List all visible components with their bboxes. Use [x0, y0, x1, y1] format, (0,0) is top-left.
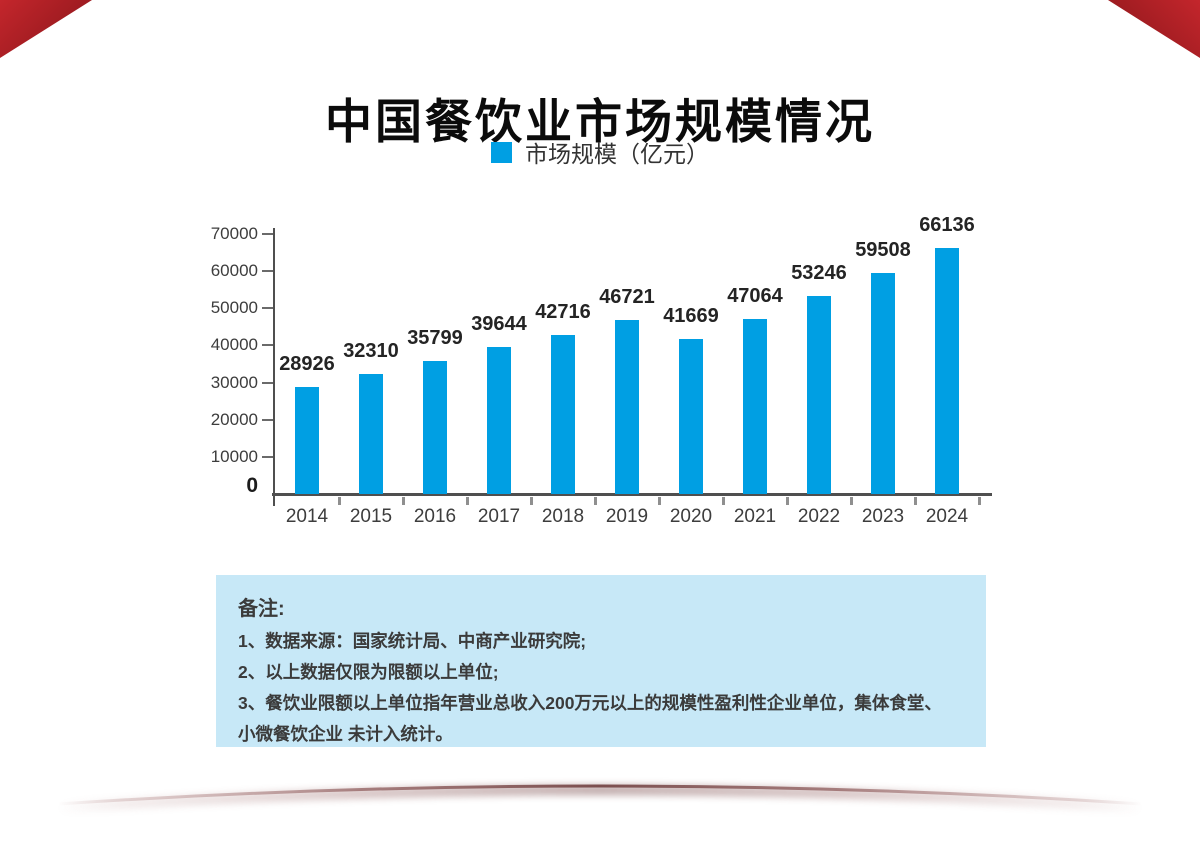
y-axis-label: 0: [246, 474, 258, 497]
notes-title: 备注:: [238, 598, 285, 620]
y-axis-label: 10000: [210, 446, 258, 466]
bar: [871, 272, 895, 494]
x-axis-tick: [466, 497, 469, 505]
bar: [743, 319, 767, 494]
x-axis-tick: [402, 497, 405, 505]
y-axis-label: 20000: [210, 409, 258, 429]
bar-value-label: 42716: [535, 301, 591, 324]
x-axis-label: 2024: [925, 506, 969, 527]
y-axis-tick: [262, 381, 273, 384]
note-line-1: 1、数据来源：国家统计局、中商产业研究院;: [238, 631, 587, 651]
bar: [423, 361, 447, 494]
x-axis-label: 2021: [733, 506, 777, 527]
bar: [551, 335, 575, 494]
legend-label: 市场规模（亿元）: [525, 141, 709, 167]
bar-value-label: 32310: [343, 339, 399, 362]
y-axis-label: 70000: [210, 224, 258, 243]
bar: [807, 296, 831, 494]
note-line-2: 2、以上数据仅限为限额以上单位;: [238, 662, 499, 682]
x-axis-label: 2023: [861, 506, 905, 527]
bar-value-label: 47064: [727, 285, 783, 308]
bar-value-label: 59508: [855, 238, 911, 261]
chart-title: 中国餐饮业市场规模情况: [325, 95, 875, 149]
x-axis-tick: [594, 497, 597, 505]
bar-value-label: 53246: [791, 262, 847, 285]
note-line-3: 3、餐饮业限额以上单位指年营业总收入200万元以上的规模性盈利性企业单位，集体食…: [238, 693, 942, 744]
x-axis-tick: [786, 497, 789, 505]
x-axis-label: 2016: [413, 506, 457, 527]
bar: [679, 339, 703, 494]
x-axis-tick: [978, 497, 981, 505]
bar: [935, 248, 959, 494]
bar: [487, 346, 511, 494]
x-axis-label: 2022: [797, 506, 841, 527]
bar-value-label: 39644: [471, 312, 527, 335]
bar-value-label: 46721: [599, 286, 655, 309]
y-axis-label: 40000: [210, 335, 258, 355]
y-axis-tick: [262, 344, 273, 347]
x-axis-label: 2017: [477, 506, 521, 527]
bar-value-label: 35799: [407, 327, 463, 350]
legend-swatch-icon: [491, 141, 512, 163]
bar-value-label: 28926: [279, 352, 335, 375]
y-axis-tick: [262, 307, 273, 310]
y-axis-label: 60000: [210, 261, 258, 281]
bar: [359, 373, 383, 494]
bar: [295, 386, 319, 494]
x-axis-tick: [722, 497, 725, 505]
bar-value-label: 41669: [663, 305, 719, 328]
x-axis-tick: [850, 497, 853, 505]
y-axis-line: [273, 228, 275, 506]
x-axis-label: 2019: [605, 506, 649, 527]
x-axis-tick: [530, 497, 533, 505]
bar-value-label: 66136: [919, 214, 975, 237]
x-axis-label: 2015: [349, 506, 393, 527]
legend: 市场规模（亿元）: [0, 135, 1200, 169]
x-axis-tick: [338, 497, 341, 505]
notes-panel: 备注: 1、数据来源：国家统计局、中商产业研究院; 2、以上数据仅限为限额以上单…: [216, 575, 986, 747]
x-axis-label: 2020: [669, 506, 713, 527]
x-axis-label: 2014: [285, 506, 329, 527]
y-axis-tick: [262, 270, 273, 273]
x-axis-tick: [914, 497, 917, 505]
x-axis-label: 2018: [541, 506, 585, 527]
bottom-arc-decoration: [57, 784, 1143, 814]
y-axis-tick: [262, 418, 273, 421]
x-axis-tick: [658, 497, 661, 505]
y-axis-label: 50000: [210, 298, 258, 318]
y-axis-tick: [262, 455, 273, 458]
y-axis-label: 30000: [210, 372, 258, 392]
y-axis-tick: [262, 233, 273, 235]
bar-chart: 0 10000 20000 30000 40000 50000 60000 70000 2892…: [210, 214, 992, 527]
bar: [615, 320, 639, 494]
x-axis-line: [272, 493, 992, 496]
